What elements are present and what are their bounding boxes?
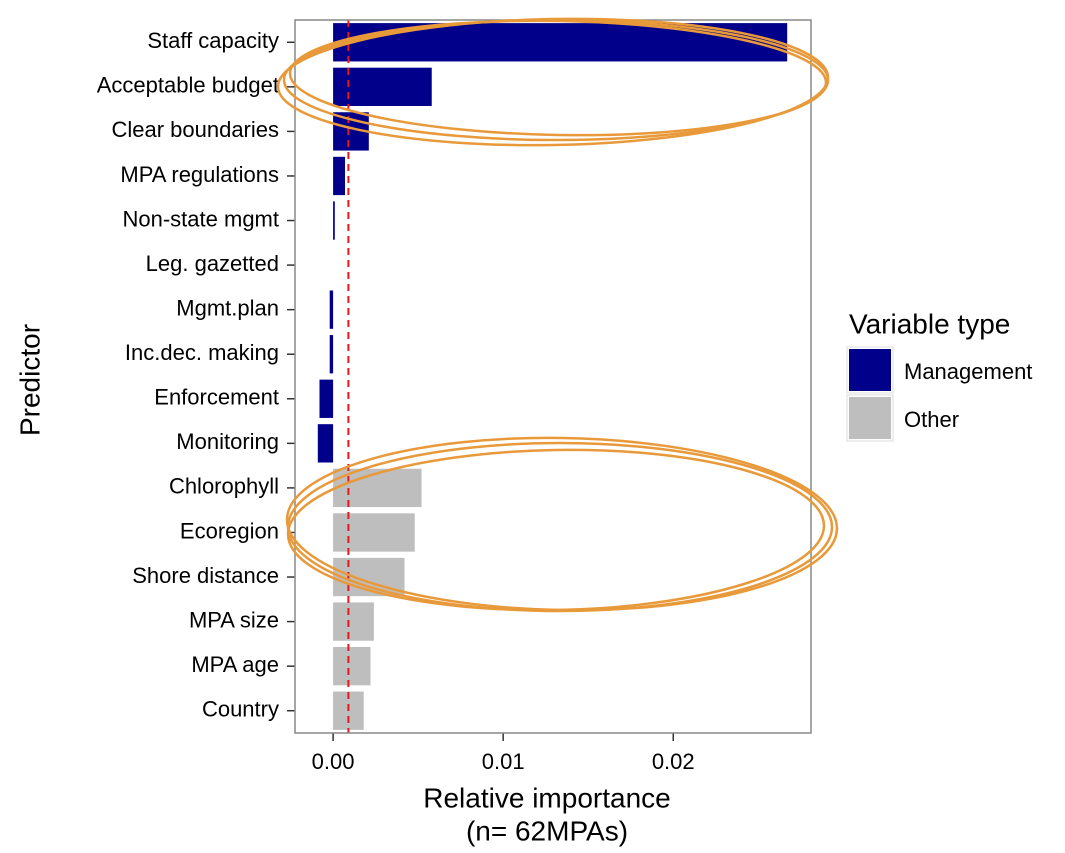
y-tick-label: MPA size	[189, 607, 279, 632]
y-tick-label: Inc.dec. making	[125, 340, 279, 365]
y-tick-label: MPA age	[191, 652, 279, 677]
legend-swatch	[848, 348, 892, 392]
legend-swatch	[848, 396, 892, 440]
bar	[333, 602, 374, 640]
y-tick-label: Country	[202, 697, 279, 722]
y-tick-label: Non-state mgmt	[123, 206, 280, 231]
bar	[333, 513, 415, 551]
y-tick-label: Shore distance	[132, 563, 279, 588]
page: {"chart_data": {"type": "barh", "xlabel"…	[0, 0, 1065, 853]
y-tick-label: Acceptable budget	[97, 73, 279, 98]
x-axis-subtitle: (n= 62MPAs)	[466, 815, 628, 846]
bar	[333, 201, 335, 239]
y-tick-label: Staff capacity	[147, 28, 279, 53]
bar	[330, 290, 333, 328]
legend-label: Management	[904, 359, 1032, 384]
bar	[333, 157, 345, 195]
bar	[333, 647, 370, 685]
y-tick-label: Enforcement	[154, 385, 279, 410]
y-tick-label: Chlorophyll	[169, 474, 279, 499]
chart: Relative importance (n= 62MPAs) Predicto…	[0, 0, 1065, 853]
y-tick-label: Clear boundaries	[111, 117, 279, 142]
legend-label: Other	[904, 407, 959, 432]
y-tick-label: MPA regulations	[120, 162, 279, 187]
y-tick-label: Ecoregion	[180, 518, 279, 543]
y-tick-label: Monitoring	[176, 429, 279, 454]
y-tick-label: Leg. gazetted	[146, 251, 279, 276]
y-tick-label: Mgmt.plan	[176, 295, 279, 320]
bar	[319, 380, 333, 418]
y-axis-title: Predictor	[14, 324, 45, 436]
bar	[330, 335, 333, 373]
x-axis-title: Relative importance	[423, 782, 670, 813]
x-tick-label: 0.02	[652, 749, 695, 774]
bar	[318, 424, 333, 462]
x-tick-label: 0.00	[312, 749, 355, 774]
legend-title: Variable type	[849, 308, 1010, 339]
x-tick-label: 0.01	[482, 749, 525, 774]
